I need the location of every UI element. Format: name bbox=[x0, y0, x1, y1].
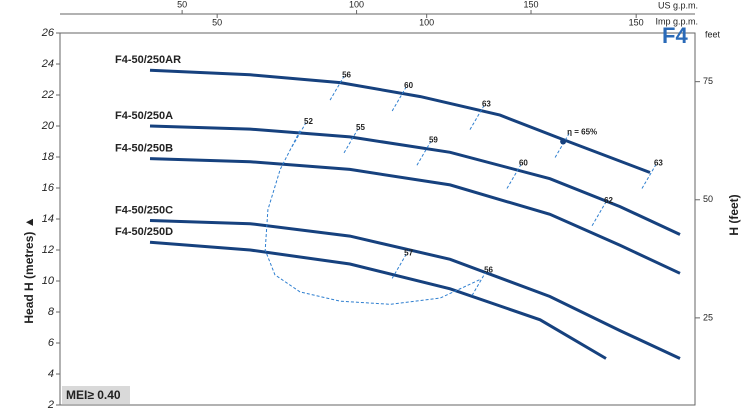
efficiency-label: η = 65% bbox=[567, 128, 597, 137]
series-label: F4-50/250C bbox=[115, 204, 173, 216]
x2-tick-label: 150 bbox=[629, 17, 644, 27]
note: MEI≥ 0.40 bbox=[66, 388, 121, 402]
y-tick-label: 22 bbox=[41, 89, 54, 101]
efficiency-label: 60 bbox=[404, 81, 413, 90]
x2-axis-label: Imp g.p.m. bbox=[655, 16, 698, 26]
series-label: F4-50/250D bbox=[115, 226, 173, 238]
y-tick-label: 14 bbox=[42, 213, 54, 225]
efficiency-stub bbox=[416, 140, 432, 166]
y-tick-label: 2 bbox=[47, 399, 54, 411]
y-tick-label: 18 bbox=[42, 151, 55, 163]
series-label: F4-50/250AR bbox=[115, 54, 181, 66]
efficiency-label: 63 bbox=[482, 100, 491, 109]
efficiency-point bbox=[560, 138, 567, 145]
pump-curve bbox=[149, 68, 651, 174]
y2-unit: feet bbox=[705, 29, 721, 39]
x-axis-label: US g.p.m. bbox=[658, 0, 698, 10]
y-tick-label: 6 bbox=[48, 337, 55, 349]
efficiency-stub bbox=[471, 271, 487, 296]
pump-curve bbox=[149, 124, 681, 236]
x-tick-label: 100 bbox=[349, 0, 364, 9]
x-tick-label: 50 bbox=[177, 0, 187, 9]
efficiency-label: 56 bbox=[342, 70, 351, 79]
efficiency-label: 56 bbox=[484, 266, 493, 275]
note-box bbox=[62, 386, 130, 404]
pump-curve bbox=[149, 240, 607, 360]
efficiency-curve bbox=[264, 130, 481, 305]
efficiency-stub bbox=[329, 75, 345, 101]
series-label: F4-50/250B bbox=[115, 142, 173, 154]
pump-curve bbox=[149, 219, 681, 360]
pump-curve bbox=[149, 157, 681, 275]
y-tick-label: 24 bbox=[41, 58, 54, 70]
efficiency-label: 57 bbox=[404, 249, 413, 258]
x-tick-label: 150 bbox=[524, 0, 539, 9]
x2-tick-label: 50 bbox=[212, 17, 222, 27]
y-tick-label: 10 bbox=[42, 275, 55, 287]
efficiency-label: 59 bbox=[429, 135, 438, 144]
y-tick-label: 20 bbox=[41, 120, 55, 132]
efficiency-label: 62 bbox=[604, 196, 613, 205]
y-tick-label: 26 bbox=[41, 27, 55, 39]
efficiency-stub bbox=[641, 164, 657, 189]
x2-tick-label: 100 bbox=[419, 17, 434, 27]
efficiency-label: 52 bbox=[304, 117, 313, 126]
efficiency-stub bbox=[343, 128, 359, 154]
series-label: F4-50/250A bbox=[115, 110, 173, 122]
y-axis-label: Head H (metres) ▲ bbox=[22, 216, 36, 323]
chart-title: F4 bbox=[662, 23, 688, 48]
y2-tick-label: 25 bbox=[703, 312, 713, 322]
y-tick-label: 8 bbox=[48, 306, 55, 318]
efficiency-label: 55 bbox=[356, 123, 365, 132]
y2-axis-label: H (feet) bbox=[727, 194, 741, 235]
efficiency-label: 63 bbox=[654, 159, 663, 168]
y2-tick-label: 75 bbox=[703, 76, 713, 86]
y-tick-label: 4 bbox=[48, 368, 54, 380]
y2-tick-label: 50 bbox=[703, 194, 713, 204]
y-tick-label: 12 bbox=[42, 244, 54, 256]
y-tick-label: 16 bbox=[42, 182, 55, 194]
efficiency-stub bbox=[591, 201, 607, 226]
efficiency-label: 60 bbox=[519, 159, 528, 168]
